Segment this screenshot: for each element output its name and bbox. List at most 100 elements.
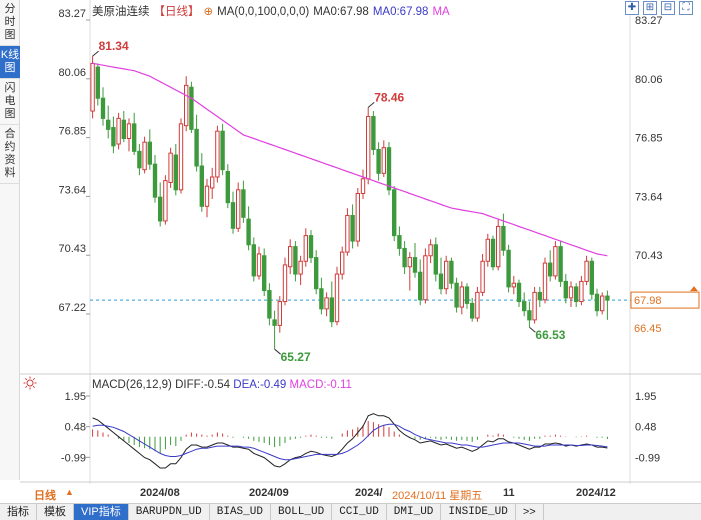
- candle-body[interactable]: [470, 302, 475, 319]
- candle-body[interactable]: [324, 297, 329, 310]
- candle-body[interactable]: [418, 271, 423, 301]
- candle-body[interactable]: [485, 238, 490, 262]
- candle-body[interactable]: [459, 286, 464, 308]
- candle-body[interactable]: [152, 163, 158, 198]
- candle-body[interactable]: [241, 189, 246, 218]
- candle-body[interactable]: [199, 165, 204, 207]
- candle-body[interactable]: [121, 119, 126, 140]
- more-tabs-button[interactable]: >>: [516, 504, 544, 520]
- candle-body[interactable]: [282, 264, 288, 303]
- candle-body[interactable]: [355, 192, 360, 242]
- candle-body[interactable]: [267, 290, 272, 319]
- candle-body[interactable]: [220, 130, 225, 171]
- add-icon[interactable]: ✚: [625, 1, 639, 15]
- tab-vip-indicators[interactable]: VIP指标: [74, 504, 129, 520]
- ma-params[interactable]: MA(0,0,100,0,0,0): [217, 6, 310, 18]
- candle-body[interactable]: [407, 257, 412, 268]
- candle-body[interactable]: [288, 246, 293, 268]
- candle-body[interactable]: [589, 260, 594, 295]
- period-tab-icon[interactable]: ▲: [65, 487, 74, 497]
- candle-body[interactable]: [480, 260, 485, 293]
- settings-sun-icon[interactable]: [23, 376, 37, 390]
- candle-body[interactable]: [511, 282, 516, 288]
- candle-body[interactable]: [184, 84, 189, 127]
- candle-body[interactable]: [438, 273, 444, 290]
- candle-body[interactable]: [464, 286, 470, 304]
- candle-body[interactable]: [501, 225, 506, 251]
- tab-dmi[interactable]: DMI_UD: [387, 504, 442, 520]
- candle-body[interactable]: [360, 178, 366, 194]
- candle-body[interactable]: [293, 246, 298, 275]
- candle-body[interactable]: [230, 202, 236, 229]
- tab-templates[interactable]: 模板: [37, 504, 74, 520]
- zoom-out-icon[interactable]: ⊟: [661, 1, 675, 15]
- candle-body[interactable]: [522, 301, 527, 312]
- candle-body[interactable]: [277, 301, 282, 326]
- candle-body[interactable]: [537, 291, 542, 301]
- candle-body[interactable]: [397, 235, 402, 249]
- candle-body[interactable]: [527, 310, 532, 321]
- candle-body[interactable]: [574, 286, 579, 303]
- candle-body[interactable]: [116, 117, 121, 145]
- candle-body[interactable]: [475, 291, 480, 319]
- candle-body[interactable]: [506, 249, 511, 288]
- candle-body[interactable]: [371, 116, 376, 151]
- candle-body[interactable]: [402, 247, 407, 268]
- candle-body[interactable]: [594, 293, 600, 312]
- candle-body[interactable]: [158, 196, 163, 222]
- macd-name[interactable]: MACD(26,12,9): [92, 379, 172, 391]
- candle-body[interactable]: [215, 130, 220, 178]
- zoom-in-icon[interactable]: ⊞: [643, 1, 657, 15]
- tab-indicators[interactable]: 指标: [0, 504, 37, 520]
- candle-body[interactable]: [314, 257, 319, 290]
- candle-body[interactable]: [308, 235, 314, 259]
- candle-body[interactable]: [412, 257, 418, 273]
- tab-flash[interactable]: 闪电图: [0, 79, 20, 125]
- candle-body[interactable]: [563, 280, 568, 299]
- candle-body[interactable]: [605, 295, 610, 301]
- candle-body[interactable]: [381, 147, 386, 174]
- candle-body[interactable]: [225, 170, 230, 204]
- candle-body[interactable]: [137, 150, 142, 169]
- candle-body[interactable]: [251, 244, 256, 277]
- candle-body[interactable]: [298, 260, 303, 275]
- candle-body[interactable]: [340, 251, 345, 275]
- candle-body[interactable]: [579, 280, 584, 303]
- tab-boll[interactable]: BOLL_UD: [271, 504, 333, 520]
- tab-barupdn[interactable]: BARUPDN_UD: [129, 504, 210, 520]
- candle-body[interactable]: [168, 152, 173, 183]
- candle-body[interactable]: [329, 297, 334, 323]
- candle-body[interactable]: [350, 214, 355, 242]
- candle-body[interactable]: [178, 123, 184, 191]
- candle-body[interactable]: [236, 189, 241, 229]
- alert-arrow-icon[interactable]: [690, 286, 698, 292]
- candle-body[interactable]: [376, 149, 381, 174]
- candle-body[interactable]: [490, 238, 496, 268]
- candle-body[interactable]: [126, 123, 132, 140]
- candle-body[interactable]: [204, 185, 210, 207]
- candle-body[interactable]: [173, 154, 178, 191]
- candle-body[interactable]: [106, 119, 111, 130]
- candle-body[interactable]: [345, 214, 350, 253]
- tab-inside[interactable]: INSIDE_UD: [441, 504, 516, 520]
- candle-body[interactable]: [449, 260, 454, 284]
- tab-kline[interactable]: K线图: [0, 46, 20, 79]
- candle-body[interactable]: [210, 176, 215, 189]
- candle-body[interactable]: [584, 260, 589, 282]
- chart-area[interactable]: 83.27 80.06 76.85 73.64 70.43 67.22 83.27 80.06…: [20, 0, 701, 484]
- candle-body[interactable]: [262, 255, 267, 292]
- candle-body[interactable]: [100, 97, 106, 119]
- candle-body[interactable]: [142, 141, 147, 171]
- candle-body[interactable]: [366, 116, 371, 180]
- candle-body[interactable]: [558, 246, 563, 282]
- candle-body[interactable]: [319, 288, 324, 310]
- kline-svg[interactable]: 83.27 80.06 76.85 73.64 70.43 67.22 83.27 80.06…: [20, 0, 701, 484]
- fullscreen-icon[interactable]: ⛶: [679, 1, 693, 15]
- candle-body[interactable]: [454, 282, 459, 308]
- candle-body[interactable]: [423, 255, 428, 301]
- candle-body[interactable]: [334, 273, 340, 323]
- period-tab[interactable]: 日线: [34, 490, 56, 502]
- tab-cci[interactable]: CCI_UD: [332, 504, 387, 520]
- candle-body[interactable]: [189, 86, 194, 130]
- candle-body[interactable]: [272, 319, 277, 326]
